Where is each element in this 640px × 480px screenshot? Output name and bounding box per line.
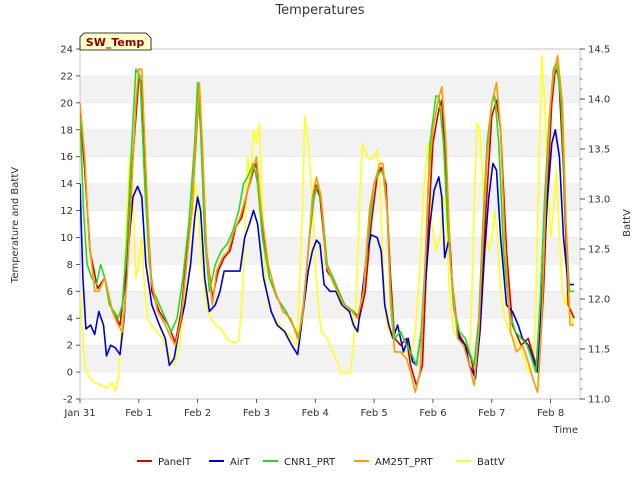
tag-box-label: SW_Temp (86, 36, 145, 49)
series-line-cnr1-prt (80, 61, 575, 373)
x-tick-label: Feb 7 (478, 408, 505, 419)
y-tick-label: 24 (60, 45, 73, 56)
x-tick-label: Feb 5 (360, 408, 387, 419)
y2-tick-label: 11.0 (588, 395, 610, 406)
y-tick-label: 12 (60, 206, 73, 217)
legend-label: AirT (230, 457, 251, 468)
legend-label: PanelT (158, 457, 192, 468)
legend-label: CNR1_PRT (284, 457, 336, 468)
x-axis: Jan 31 Feb 1 Feb 2 Feb 3 Feb 4 Feb 5 Feb 6 Feb … (63, 399, 564, 419)
y2-tick-label: 14.5 (588, 45, 610, 56)
y2-tick-label: 12.0 (588, 295, 610, 306)
y-tick-label: 20 (60, 98, 73, 109)
tag-box: SW_Temp (79, 32, 152, 51)
x-axis-label: Time (553, 425, 578, 436)
y-tick-label: 6 (67, 287, 73, 298)
x-tick-label: Jan 31 (63, 408, 95, 419)
x-tick-label: Feb 4 (302, 408, 329, 419)
y-tick-label: 10 (60, 233, 73, 244)
y-axis-right: 11.0 11.5 12.0 12.5 13.0 13.5 14.0 14.5 (580, 45, 610, 406)
series-line-am25t-prt (80, 54, 575, 394)
y-tick-label: 18 (60, 125, 73, 136)
y2-tick-label: 13.0 (588, 195, 610, 206)
x-tick-label: Feb 2 (184, 408, 211, 419)
grid-band (80, 129, 580, 157)
y-tick-label: 16 (60, 152, 73, 163)
legend-label: BattV (477, 457, 505, 468)
x-tick-label: Feb 1 (125, 408, 152, 419)
y2-tick-label: 14.0 (588, 95, 610, 106)
grid-band (80, 183, 580, 211)
series-line-airt (80, 129, 575, 380)
x-tick-label: Feb 8 (537, 408, 564, 419)
grid-band (80, 345, 580, 373)
x-tick-label: Feb 6 (419, 408, 446, 419)
y-axis-label: Temperature and BattV (10, 167, 21, 284)
y-tick-label: 22 (60, 71, 73, 82)
y-tick-label: -2 (63, 395, 73, 406)
y2-tick-label: 12.5 (588, 245, 610, 256)
chart-title: Temperatures (274, 3, 364, 18)
tag-box-shape (79, 32, 152, 51)
y-tick-label: 8 (67, 260, 73, 271)
y2-tick-label: 13.5 (588, 145, 610, 156)
legend: PanelT AirT CNR1_PRT AM25T_PRT BattV (137, 457, 505, 468)
y2-axis-label: BattV (622, 209, 633, 237)
grid-band (80, 237, 580, 265)
plot-border (79, 48, 581, 400)
legend-label: AM25T_PRT (375, 457, 434, 468)
x-tick-label: Feb 3 (243, 408, 270, 419)
y-tick-label: 14 (60, 179, 73, 190)
y2-tick-label: 11.5 (588, 345, 610, 356)
series-line-battv (80, 54, 575, 392)
y-tick-label: 0 (67, 368, 73, 379)
series-layer (80, 54, 575, 394)
grid-band (80, 75, 580, 103)
y-tick-label: 2 (67, 341, 73, 352)
y-tick-label: 4 (67, 314, 73, 325)
